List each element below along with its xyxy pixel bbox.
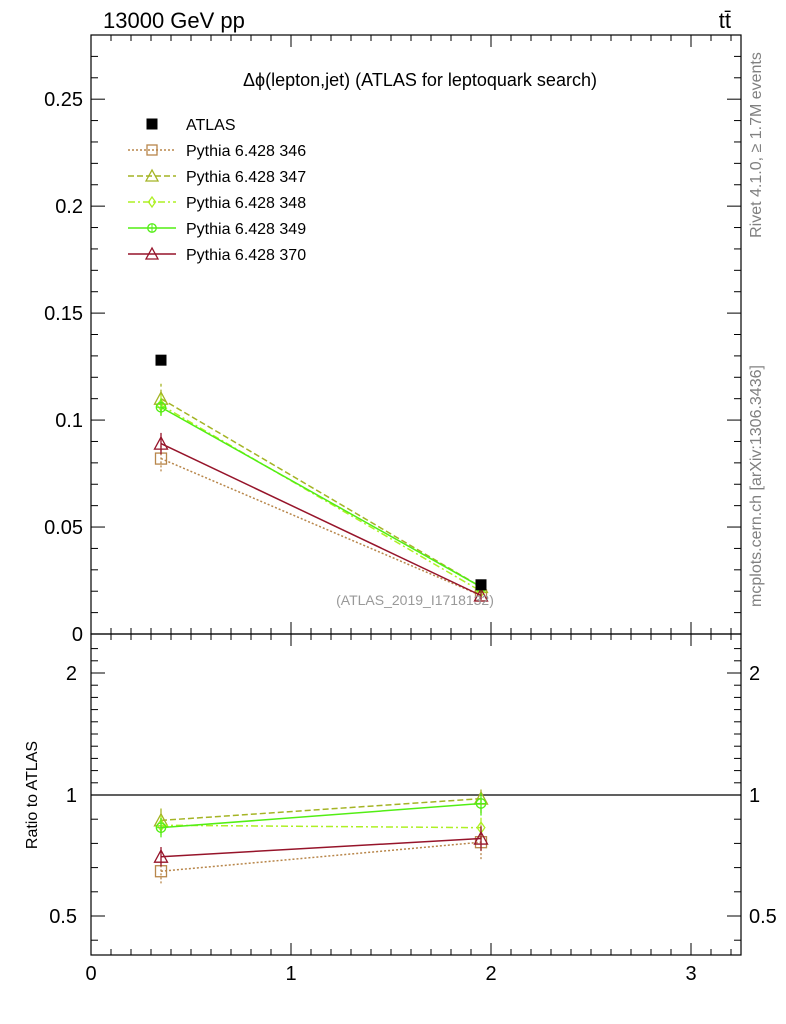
ratio-plot-panel: 0.5 0.5 1 1 2 2 0 1 2 3 [49,633,777,985]
legend-label-2: Pythia 6.428 348 [186,195,306,212]
legend-label-4: Pythia 6.428 370 [186,247,306,264]
ratio-ytick-label: 2 [66,663,77,685]
ratio-ytick-label: 1 [66,785,77,807]
analysis-watermark: (ATLAS_2019_I1718132) [336,592,494,608]
main-ytick-label: 0.2 [55,196,83,218]
mcplots-label: mcplots.cern.ch [arXiv:1306.3436] [748,365,765,607]
legend-marker-0 [146,144,158,156]
ratio-xtick-label: 2 [485,963,496,985]
main-series-line-2 [160,404,482,592]
atlas-data-point [155,354,167,366]
energy-label: 13000 GeV pp [103,8,245,33]
legend-marker-1 [144,168,160,182]
main-series-point [153,435,169,450]
legend-atlas-label: ATLAS [186,117,236,134]
ratio-xtick-label: 1 [285,963,296,985]
rivet-version-label: Rivet 4.1.0, ≥ 1.7M events [748,52,765,238]
ratio-xtick-label: 3 [685,963,696,985]
ratio-series-line-3 [160,802,482,829]
main-series-line-3 [160,406,482,588]
ratio-ytick-label-right: 1 [749,785,760,807]
legend-marker-2 [147,195,157,209]
ratio-series-line-1 [160,797,482,822]
legend-atlas-marker [146,118,158,130]
main-series-line-4 [160,442,482,597]
legend-label-0: Pythia 6.428 346 [186,143,306,160]
main-series-line-1 [160,398,482,588]
ratio-series-line-2 [160,824,482,829]
atlas-data-point [475,579,487,591]
main-ytick-label: 0.25 [44,89,83,111]
process-label: tt̄ [719,8,731,33]
legend-label-3: Pythia 6.428 349 [186,221,306,238]
ratio-series-line-0 [160,841,482,872]
ratio-ytick-label: 0.5 [49,906,77,928]
main-plot-panel: 0 0.05 0.1 0.15 0.2 0.25 [44,34,742,646]
legend-label-1: Pythia 6.428 347 [186,169,306,186]
ratio-ytick-label-right: 0.5 [749,906,777,928]
main-series-point [473,587,489,602]
ratio-xtick-label: 0 [85,963,96,985]
legend-marker-4 [144,246,160,260]
main-ytick-label: 0 [72,624,83,646]
ratio-series-point [153,848,169,863]
ratio-series-line-4 [160,837,482,858]
main-ytick-label: 0.05 [44,517,83,539]
main-series-line-0 [160,457,482,597]
main-ytick-label: 0.1 [55,410,83,432]
main-plot-title: Δϕ(lepton,jet) (ATLAS for leptoquark sea… [243,70,597,90]
legend: ATLAS Pythia 6.428 346 Pythia 6.428 347 Pyt… [128,117,306,264]
ratio-series-point [473,830,489,845]
main-ytick-label: 0.15 [44,303,83,325]
ratio-ylabel: Ratio to ATLAS [24,741,41,849]
ratio-ytick-label-right: 2 [749,663,760,685]
